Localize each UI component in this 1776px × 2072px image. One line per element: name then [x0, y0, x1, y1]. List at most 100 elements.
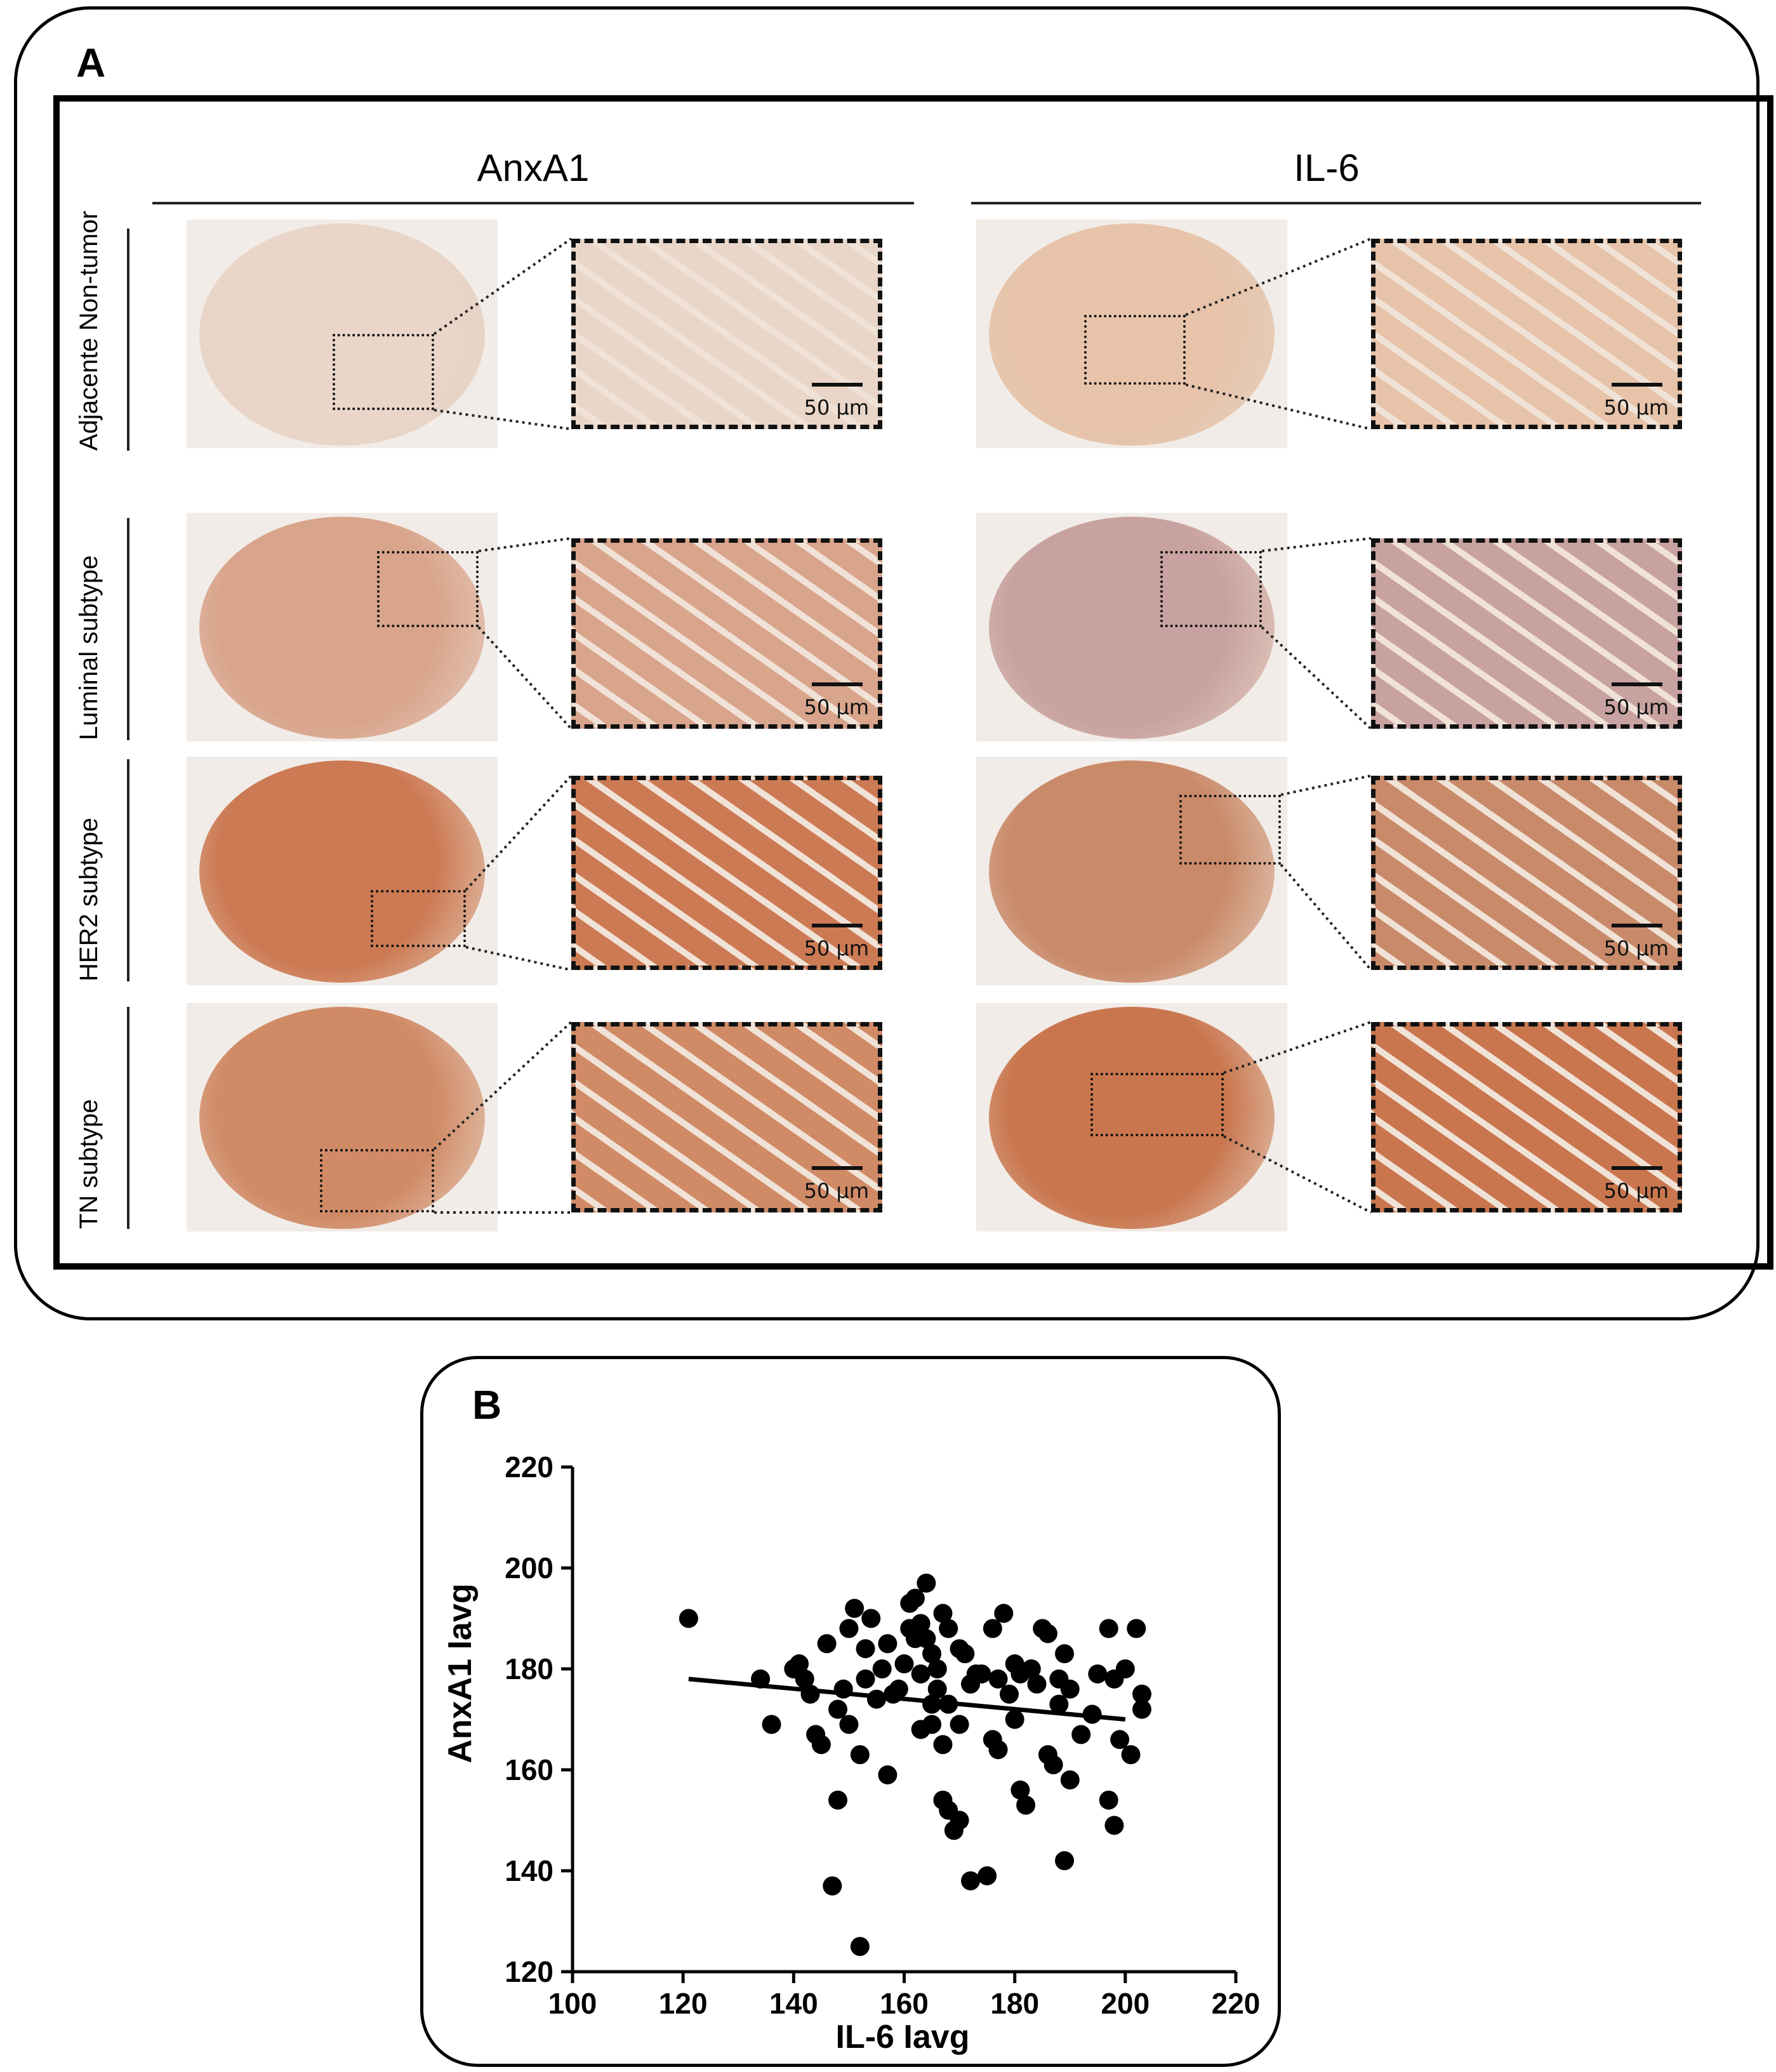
x-tick-label: 180	[990, 1987, 1039, 2020]
data-point	[679, 1609, 698, 1628]
data-point	[894, 1654, 914, 1674]
row-label: Luminal subtype	[75, 555, 103, 740]
column-header-il6: IL-6	[1294, 147, 1360, 189]
scale-bar	[812, 1166, 863, 1170]
panel-a-inner-frame	[53, 95, 1773, 1270]
data-point	[1110, 1730, 1130, 1750]
row-label: TN subtype	[75, 1099, 103, 1229]
magnified-inset-image: 50 µm	[1371, 776, 1682, 970]
scale-bar-label: 50 µm	[1603, 1179, 1669, 1203]
magnified-inset-image: 50 µm	[1371, 1022, 1682, 1212]
data-point	[927, 1679, 947, 1699]
column-header-anxa1: AnxA1	[477, 147, 590, 189]
x-axis-label: IL-6 Iavg	[836, 2019, 970, 2055]
data-point	[972, 1664, 991, 1684]
data-point	[1005, 1710, 1024, 1729]
row-label: Adjacente Non-tumor	[75, 211, 103, 451]
data-point	[927, 1659, 947, 1678]
x-tick-label: 120	[659, 1987, 708, 2020]
data-point	[917, 1573, 936, 1593]
row-label: HER2 subtype	[75, 818, 103, 981]
tissue-core-image	[187, 1003, 498, 1232]
y-tick-label: 200	[505, 1551, 553, 1584]
data-point	[1132, 1684, 1151, 1704]
data-point	[905, 1588, 925, 1608]
data-point	[977, 1866, 997, 1885]
scale-bar	[812, 682, 863, 686]
data-point	[762, 1715, 781, 1734]
y-tick-label: 160	[505, 1753, 553, 1786]
x-tick-label: 200	[1101, 1987, 1150, 2020]
data-point	[889, 1679, 908, 1699]
data-point	[988, 1669, 1008, 1689]
data-point	[939, 1619, 958, 1638]
data-point	[1132, 1699, 1151, 1719]
scale-bar-label: 50 µm	[804, 695, 869, 719]
zoom-region-box	[377, 551, 479, 627]
tissue-core	[989, 760, 1275, 983]
column-rule-il6	[971, 202, 1701, 204]
data-point	[1127, 1619, 1146, 1638]
regression-line	[688, 1677, 1126, 1722]
y-tick-label: 220	[505, 1451, 553, 1484]
data-point	[861, 1609, 881, 1628]
data-point	[994, 1604, 1014, 1623]
tissue-core	[199, 517, 485, 739]
column-rule-anxa1	[152, 202, 914, 204]
data-point	[1027, 1674, 1047, 1694]
magnified-inset-image: 50 µm	[1371, 538, 1682, 729]
data-point	[988, 1740, 1008, 1760]
data-point	[790, 1654, 809, 1674]
tissue-core-image	[187, 757, 498, 985]
panel-a-label: A	[76, 40, 106, 86]
data-point	[917, 1629, 936, 1649]
data-point	[1121, 1745, 1141, 1765]
tissue-core-image	[187, 220, 498, 448]
data-point	[1115, 1659, 1135, 1678]
data-point	[828, 1790, 847, 1810]
scale-bar-label: 50 µm	[804, 395, 869, 420]
data-point	[1104, 1816, 1124, 1835]
data-point	[850, 1937, 870, 1956]
data-point	[850, 1745, 870, 1765]
magnified-inset-image: 50 µm	[1371, 239, 1682, 429]
data-point	[922, 1715, 942, 1734]
x-tick-label: 220	[1212, 1987, 1261, 2020]
data-point	[950, 1810, 969, 1830]
scatter-chart: 100 120 140 160 180 200 220120140160180200220 …	[442, 1451, 1261, 2055]
data-point	[1071, 1725, 1091, 1744]
data-point	[856, 1669, 875, 1689]
data-point	[911, 1664, 931, 1684]
data-point	[1060, 1770, 1080, 1790]
panel-b-frame	[420, 1356, 1281, 2067]
zoom-region-box	[1160, 551, 1262, 627]
zoom-region-box	[333, 334, 434, 410]
data-point	[1099, 1790, 1118, 1810]
data-point	[961, 1871, 980, 1890]
data-point	[911, 1614, 931, 1633]
tissue-core-image	[976, 220, 1287, 448]
zoom-region-box	[371, 890, 466, 947]
tissue-core-image	[976, 757, 1287, 985]
data-point	[1088, 1664, 1108, 1684]
scale-bar	[1612, 682, 1662, 686]
y-tick-label: 120	[505, 1955, 553, 1988]
y-axis-label: AnxA1 Iavg	[442, 1583, 479, 1763]
data-point	[1055, 1644, 1075, 1664]
x-tick-label: 100	[548, 1987, 597, 2020]
data-point	[878, 1765, 898, 1784]
data-point	[828, 1699, 847, 1719]
data-point	[856, 1639, 875, 1659]
row-rule	[127, 229, 129, 451]
x-tick-label: 160	[880, 1987, 929, 2020]
row-rule	[127, 759, 129, 981]
row-rule	[127, 518, 129, 740]
data-point	[872, 1659, 892, 1678]
data-point	[933, 1735, 953, 1755]
panel-b-label: B	[472, 1382, 502, 1428]
row-rule	[127, 1007, 129, 1229]
data-point	[1016, 1795, 1036, 1815]
tissue-core	[989, 517, 1275, 739]
data-point	[1099, 1619, 1118, 1638]
tissue-core-image	[976, 513, 1287, 741]
